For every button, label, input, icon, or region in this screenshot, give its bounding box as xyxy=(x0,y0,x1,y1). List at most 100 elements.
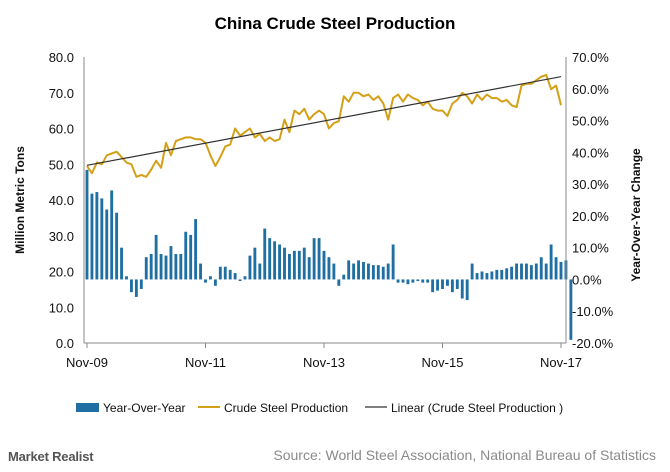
right-tick-label: -20.0% xyxy=(572,336,614,351)
yoy-bar xyxy=(490,271,494,280)
yoy-bar xyxy=(520,263,523,280)
yoy-bar xyxy=(317,238,321,280)
x-tick-label: Nov-11 xyxy=(185,355,226,370)
yoy-bar xyxy=(184,231,188,280)
yoy-bar xyxy=(218,266,222,280)
legend-label-yoy: Year-Over-Year xyxy=(103,401,186,415)
axes: 0.0 10.0 20.0 30.0 40.0 50.0 60.0 70.0 80.0 -20.0… xyxy=(49,50,614,370)
yoy-bar xyxy=(223,266,227,280)
yoy-bar xyxy=(238,279,242,282)
brand-logo-text: Market Realist xyxy=(8,449,94,464)
legend-label-production: Crude Steel Production xyxy=(224,401,348,415)
yoy-bar xyxy=(505,268,509,280)
yoy-bar xyxy=(450,279,454,293)
left-tick-label: 80.0 xyxy=(49,50,74,65)
yoy-bar xyxy=(105,209,109,280)
production-series-line xyxy=(86,73,562,178)
yoy-bar xyxy=(268,238,272,280)
yoy-bar xyxy=(529,265,533,280)
yoy-bar xyxy=(357,260,360,280)
x-tick-label: Nov-15 xyxy=(422,355,464,370)
left-tick-label: 30.0 xyxy=(49,229,74,244)
right-tick-label: 20.0% xyxy=(572,209,609,224)
yoy-bar xyxy=(228,269,232,280)
yoy-bar xyxy=(120,247,123,280)
yoy-bar xyxy=(164,255,168,280)
right-tick-label: 30.0% xyxy=(572,177,609,192)
yoy-bar xyxy=(85,169,89,280)
yoy-bar xyxy=(376,265,380,280)
x-tick-label: Nov-17 xyxy=(540,355,582,370)
trend-line xyxy=(86,76,562,166)
source-note: Source: World Steel Association, Nationa… xyxy=(273,447,656,463)
yoy-bar xyxy=(391,244,395,280)
yoy-bar xyxy=(258,263,262,280)
yoy-bar xyxy=(559,261,563,280)
left-tick-label: 20.0 xyxy=(49,265,74,280)
yoy-bar xyxy=(149,254,153,280)
yoy-bar xyxy=(347,260,351,280)
yoy-bar xyxy=(189,234,193,280)
yoy-bar xyxy=(515,263,518,280)
yoy-bar xyxy=(204,279,207,283)
chart-title: China Crude Steel Production xyxy=(215,14,456,33)
yoy-bar xyxy=(465,279,469,301)
yoy-bar xyxy=(539,257,543,280)
yoy-bar xyxy=(179,254,183,280)
x-tick-label: Nov-09 xyxy=(66,355,108,370)
yoy-bar xyxy=(495,269,499,280)
yoy-bar xyxy=(312,238,316,280)
yoy-bar xyxy=(436,279,439,291)
yoy-bar xyxy=(510,266,514,280)
yoy-bar xyxy=(337,279,341,286)
yoy-bar xyxy=(475,273,479,280)
yoy-bar xyxy=(263,228,267,280)
yoy-bar xyxy=(367,263,370,280)
yoy-bar xyxy=(470,263,474,280)
yoy-bar xyxy=(569,279,573,340)
x-tick-label: Nov-13 xyxy=(303,355,345,370)
yoy-bar xyxy=(209,276,212,280)
yoy-bar xyxy=(322,250,326,280)
yoy-bar xyxy=(253,247,257,280)
yoy-bar xyxy=(194,219,198,280)
right-tick-label: 50.0% xyxy=(572,114,609,129)
yoy-bar xyxy=(386,263,390,280)
right-axis-label: Year-Over-Year Change xyxy=(629,148,643,282)
yoy-bar xyxy=(396,279,400,283)
yoy-bar xyxy=(139,279,143,289)
yoy-bar xyxy=(401,279,405,283)
yoy-bar xyxy=(292,250,296,280)
yoy-bar xyxy=(154,234,158,280)
right-tick-label: 0.0% xyxy=(572,272,602,287)
yoy-bar xyxy=(125,276,128,280)
left-tick-label: 50.0 xyxy=(49,157,74,172)
yoy-bar xyxy=(352,263,356,280)
yoy-bar xyxy=(381,266,385,280)
right-tick-label: 10.0% xyxy=(572,241,609,256)
left-tick-label: 70.0 xyxy=(49,86,74,101)
yoy-bar xyxy=(549,244,553,280)
yoy-bar xyxy=(485,273,489,280)
yoy-bar xyxy=(534,263,538,280)
yoy-bar xyxy=(283,247,286,280)
legend-label-trend: Linear (Crude Steel Production ) xyxy=(391,401,563,415)
yoy-bar xyxy=(371,265,375,280)
yoy-bar xyxy=(297,250,301,280)
legend-swatch-yoy xyxy=(76,403,99,412)
yoy-bar xyxy=(278,244,281,280)
yoy-bar xyxy=(243,276,247,280)
yoy-bar xyxy=(174,254,178,280)
right-tick-label: 40.0% xyxy=(572,145,609,160)
yoy-bar xyxy=(144,257,148,280)
yoy-bar xyxy=(362,261,365,280)
yoy-bar xyxy=(213,279,217,286)
yoy-bar xyxy=(480,271,484,280)
yoy-bar xyxy=(525,263,528,280)
yoy-bar xyxy=(100,198,104,280)
yoy-bar xyxy=(199,263,202,280)
yoy-bar xyxy=(342,274,346,280)
production-lines xyxy=(86,73,562,178)
yoy-bar xyxy=(110,190,114,280)
yoy-bar xyxy=(233,273,237,280)
